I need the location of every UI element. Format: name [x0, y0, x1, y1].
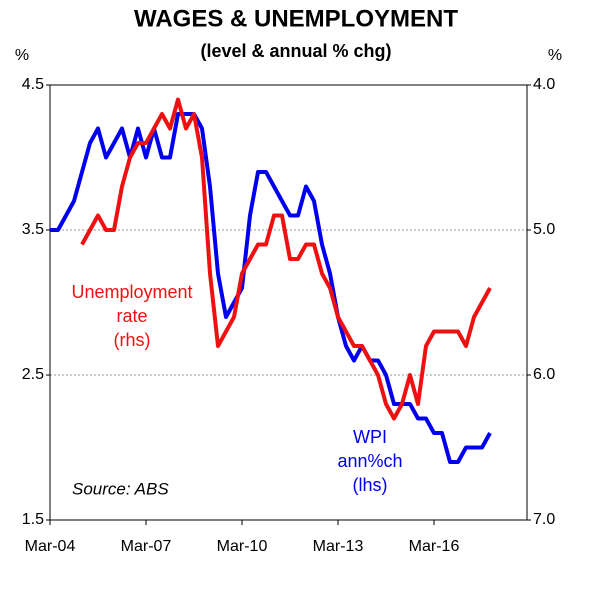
y2-tick-label: 6.0	[533, 366, 555, 383]
x-tick-label: Mar-04	[25, 538, 76, 555]
x-tick-label: Mar-07	[121, 538, 172, 555]
y-tick-label: 1.5	[22, 511, 44, 528]
x-tick-label: Mar-13	[313, 538, 364, 555]
chart-title: WAGES & UNEMPLOYMENT	[134, 5, 458, 32]
x-tick-label: Mar-10	[217, 538, 268, 555]
wpi-label: ann%ch	[337, 451, 402, 471]
y-tick-label: 3.5	[22, 221, 44, 238]
series-line	[80, 97, 492, 421]
unemployment-label: rate	[116, 306, 147, 326]
y2-tick-label: 4.0	[533, 76, 555, 93]
y2-unit: %	[548, 47, 562, 64]
plot-frame	[49, 84, 528, 521]
y2-tick-label: 5.0	[533, 221, 555, 238]
y-tick-label: 4.5	[22, 76, 44, 93]
chart-subtitle: (level & annual % chg)	[200, 41, 391, 61]
y-unit: %	[15, 47, 29, 64]
source-note: Source: ABS	[72, 479, 169, 498]
unemployment-label: Unemployment	[71, 282, 192, 302]
wpi-label: (lhs)	[353, 475, 388, 495]
wpi-label: WPI	[353, 427, 387, 447]
series-line	[50, 112, 492, 464]
y2-tick-label: 7.0	[533, 511, 555, 528]
unemployment-label: (rhs)	[114, 330, 151, 350]
x-tick-label: Mar-16	[409, 538, 460, 555]
y-tick-label: 2.5	[22, 366, 44, 383]
